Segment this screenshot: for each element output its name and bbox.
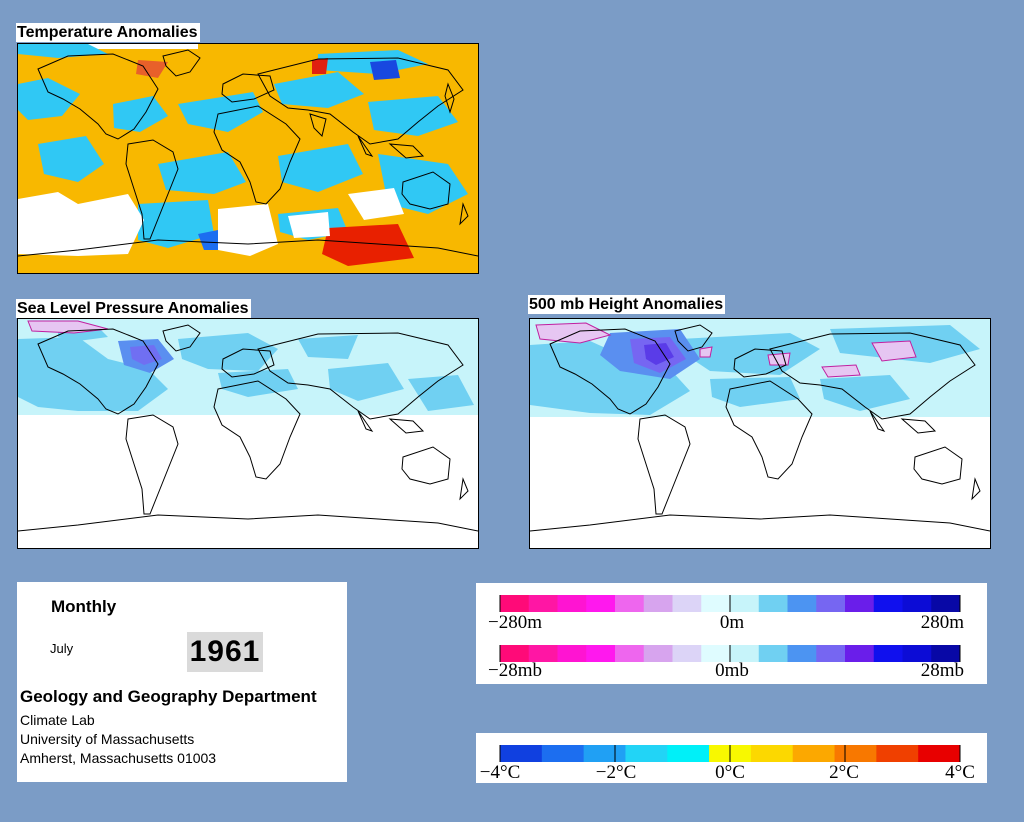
height-swatch-4 <box>615 595 645 612</box>
temp-label-4: 4°C <box>945 762 975 783</box>
pressure-swatch-2 <box>557 645 587 662</box>
height-swatch-8 <box>730 595 760 612</box>
pressure-swatch-15 <box>931 645 961 662</box>
temperature-swatch-2 <box>583 745 626 762</box>
temp-label-0: −4°C <box>480 762 521 783</box>
pressure-label-min: −28mb <box>488 660 542 681</box>
info-panel: Monthly July 1961 Geology and Geography … <box>17 582 347 782</box>
pressure-swatch-6 <box>672 645 702 662</box>
pressure-swatch-8 <box>730 645 760 662</box>
height-swatch-11 <box>816 595 846 612</box>
height-swatch-0 <box>500 595 530 612</box>
slp-map <box>17 318 479 549</box>
height-swatch-13 <box>873 595 903 612</box>
address-label: Amherst, Massachusetts 01003 <box>20 750 217 766</box>
temperature-swatch-0 <box>500 745 543 762</box>
temperature-swatch-1 <box>541 745 585 762</box>
temperature-swatch-7 <box>792 745 836 762</box>
pressure-colorbar <box>499 645 961 662</box>
height-swatch-15 <box>931 595 961 612</box>
height-swatch-9 <box>758 595 788 612</box>
height-swatch-14 <box>902 595 932 612</box>
pressure-swatch-9 <box>758 645 788 662</box>
pressure-swatch-5 <box>643 645 673 662</box>
height500-map <box>529 318 991 549</box>
pressure-swatch-10 <box>787 645 817 662</box>
height-swatch-2 <box>557 595 587 612</box>
temperature-swatch-8 <box>834 745 877 762</box>
lab-label: Climate Lab <box>20 712 95 728</box>
temp-label-2: 0°C <box>715 762 745 783</box>
height-pressure-legend: −280m 0m 280m −28mb 0mb 28mb <box>476 583 987 684</box>
height-swatch-7 <box>701 595 731 612</box>
height-swatch-6 <box>672 595 702 612</box>
temp-label-3: 2°C <box>829 762 859 783</box>
temp-label-1: −2°C <box>596 762 637 783</box>
height-swatch-3 <box>586 595 616 612</box>
temperature-legend: −4°C −2°C 0°C 2°C 4°C <box>476 733 987 783</box>
pressure-swatch-3 <box>586 645 616 662</box>
pressure-swatch-0 <box>500 645 530 662</box>
pressure-swatch-7 <box>701 645 731 662</box>
height-swatch-12 <box>845 595 875 612</box>
pressure-label-max: 28mb <box>921 660 964 681</box>
height-colorbar <box>499 595 961 612</box>
temperature-swatch-3 <box>625 745 668 762</box>
temperature-swatch-6 <box>750 745 794 762</box>
month-label: July <box>50 641 74 656</box>
pressure-swatch-13 <box>873 645 903 662</box>
department-label: Geology and Geography Department <box>20 687 317 706</box>
slp-panel-title: Sea Level Pressure Anomalies <box>16 299 251 318</box>
year-display: 1961 <box>187 632 263 672</box>
height-label-mid: 0m <box>720 612 745 633</box>
pressure-swatch-12 <box>845 645 875 662</box>
pressure-swatch-4 <box>615 645 645 662</box>
height-swatch-5 <box>643 595 673 612</box>
temperature-swatch-4 <box>667 745 710 762</box>
period-label: Monthly <box>51 597 117 616</box>
temperature-swatch-9 <box>876 745 919 762</box>
pressure-label-mid: 0mb <box>715 660 749 681</box>
height-label-min: −280m <box>488 612 542 633</box>
pressure-swatch-14 <box>902 645 932 662</box>
height-label-max: 280m <box>921 612 965 633</box>
university-label: University of Massachusetts <box>20 731 195 747</box>
height-swatch-10 <box>787 595 817 612</box>
temperature-panel-title: Temperature Anomalies <box>16 23 200 42</box>
temperature-swatch-10 <box>918 745 961 762</box>
temperature-colorbar <box>499 745 961 762</box>
temperature-map <box>17 43 479 274</box>
pressure-swatch-11 <box>816 645 846 662</box>
height-swatch-1 <box>528 595 558 612</box>
pressure-swatch-1 <box>528 645 558 662</box>
height500-panel-title: 500 mb Height Anomalies <box>528 295 726 314</box>
